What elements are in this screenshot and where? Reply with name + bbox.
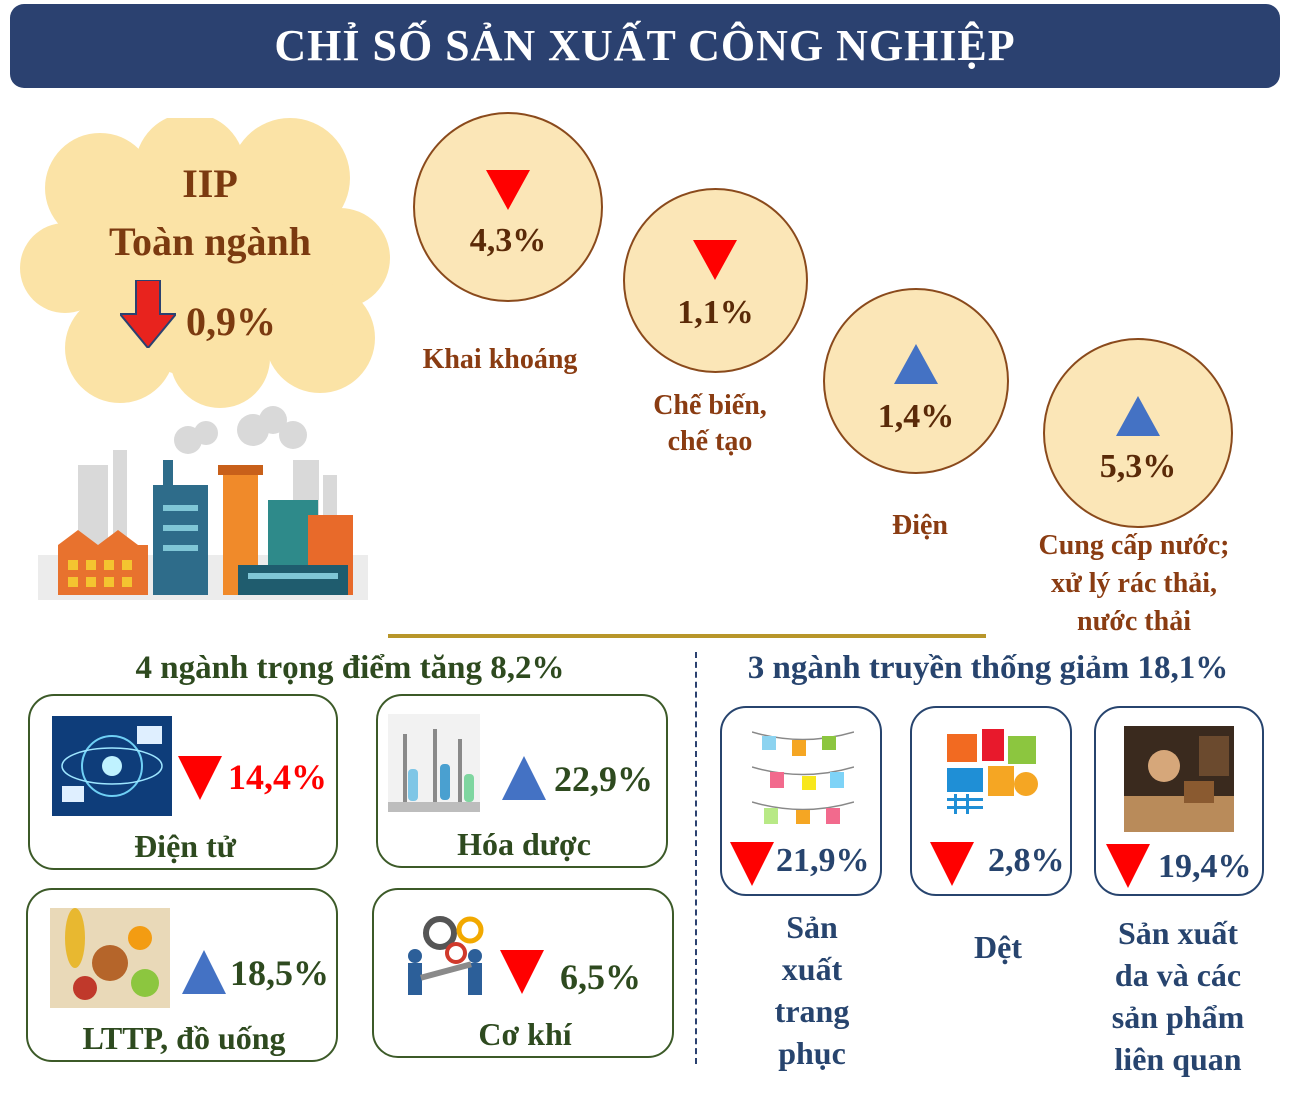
down-arrow-icon (120, 280, 176, 348)
sector-circle-manufacturing: 1,1% (623, 188, 808, 373)
industry-label: phục (778, 1035, 846, 1071)
industry-card-electronics: 14,4% Điện tử (28, 694, 338, 870)
down-triangle-icon (500, 950, 544, 994)
leather-icon (1124, 726, 1234, 832)
page-title: CHỈ SỐ SẢN XUẤT CÔNG NGHIỆP (10, 4, 1280, 88)
industry-label: trang (774, 993, 850, 1029)
industry-card-clothing: 21,9% (720, 706, 882, 896)
iip-sublabel: Toàn ngành (109, 219, 311, 264)
sector-label: Điện (892, 510, 948, 541)
mechanical-icon (408, 916, 484, 995)
industry-label: Sản (786, 909, 838, 945)
sector-label: nước thải (1077, 606, 1191, 637)
industry-label: LTTP, đồ uống (82, 1020, 286, 1056)
industry-value: 22,9% (554, 759, 653, 799)
industry-label: Sản xuất (1117, 915, 1239, 951)
sector-label: Cung cấp nước; (1038, 530, 1230, 561)
industry-label: sản phẩm (1111, 999, 1245, 1035)
horizontal-divider (388, 634, 986, 638)
industry-label: Dệt (974, 929, 1022, 965)
clothing-icon (752, 731, 854, 824)
industry-value: 21,9% (776, 842, 870, 879)
down-triangle-icon (1106, 844, 1150, 888)
down-triangle-icon (178, 756, 222, 800)
sector-circle-mining: 4,3% (413, 112, 603, 302)
up-triangle-icon (502, 756, 546, 800)
industry-label: Cơ khí (478, 1016, 572, 1052)
vertical-divider (695, 652, 697, 1064)
sector-value: 1,1% (677, 294, 754, 331)
down-triangle-icon (930, 842, 974, 886)
sector-value: 1,4% (877, 398, 955, 435)
industry-value: 2,8% (988, 842, 1065, 879)
iip-value: 0,9% (186, 299, 276, 344)
key-industries-heading: 4 ngành trọng điểm tăng 8,2% (135, 650, 565, 686)
food-icon (50, 908, 170, 1008)
sector-label: xử lý rác thải, (1050, 568, 1218, 599)
iip-label: IIP (182, 161, 238, 206)
down-triangle-icon (693, 240, 737, 280)
down-triangle-icon (486, 170, 530, 210)
industry-value: 6,5% (560, 957, 641, 997)
factory-icon (38, 406, 368, 600)
industry-card-leather: 19,4% (1094, 706, 1264, 896)
sector-circle-electricity: 1,4% (823, 288, 1009, 474)
industry-value: 19,4% (1158, 848, 1252, 885)
industry-value: 14,4% (228, 757, 327, 797)
sector-label: Khai khoáng (422, 344, 578, 375)
sector-value: 5,3% (1099, 448, 1177, 485)
industry-label: liên quan (1114, 1041, 1242, 1077)
sector-label: chế tạo (667, 426, 753, 457)
up-triangle-icon (182, 950, 226, 994)
sector-circle-water: 5,3% (1043, 338, 1233, 528)
industry-card-textile: 2,8% (910, 706, 1072, 896)
traditional-industries-heading: 3 ngành truyền thống giảm 18,1% (747, 650, 1229, 686)
sector-value: 4,3% (469, 222, 547, 259)
industry-card-pharma: 22,9% Hóa dược (376, 694, 668, 868)
electronics-icon (52, 716, 172, 816)
industry-card-mechanical: 6,5% Cơ khí (372, 888, 674, 1058)
industry-label: xuất (781, 951, 843, 987)
chemistry-icon (388, 714, 480, 812)
industry-label: Hóa dược (457, 826, 591, 862)
up-triangle-icon (894, 344, 938, 384)
industry-label: da và các (1114, 957, 1242, 993)
industry-card-food: 18,5% LTTP, đồ uống (26, 888, 338, 1062)
industry-value: 18,5% (230, 953, 329, 993)
down-triangle-icon (730, 842, 774, 886)
textile-icon (947, 729, 1038, 814)
cloud-shape (20, 118, 390, 408)
sector-label: Chế biến, (653, 390, 767, 421)
industry-label: Điện tử (134, 828, 236, 864)
up-triangle-icon (1116, 396, 1160, 436)
